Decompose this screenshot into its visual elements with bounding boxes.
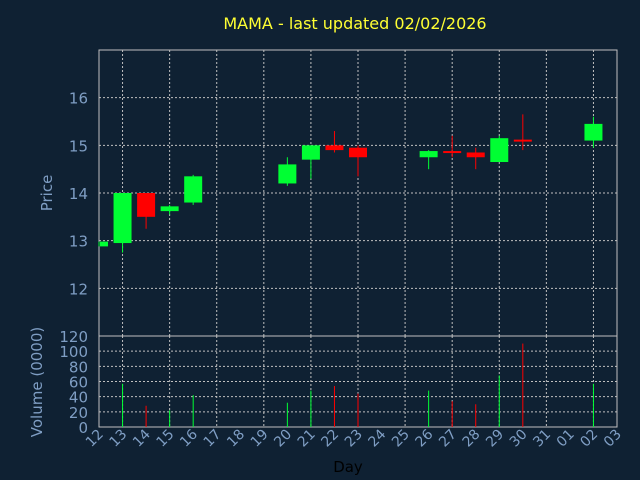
candle-body xyxy=(301,145,320,160)
volume-tick-label: 40 xyxy=(69,389,88,407)
chart-title: MAMA - last updated 02/02/2026 xyxy=(223,14,486,33)
candle-body xyxy=(184,176,203,203)
candle-body xyxy=(466,152,485,158)
candle-body xyxy=(443,151,462,154)
candle-body xyxy=(419,151,438,158)
x-tick-labels: 12 13 14 15 16 17 18 19 20 21 22 23 24 25 26 27 28 29 30 31… xyxy=(83,426,625,450)
volume-tick-label: 80 xyxy=(69,358,88,376)
price-tick-label: 12 xyxy=(69,280,88,298)
candle-body xyxy=(100,241,108,247)
price-tick-labels: 12 13 14 15 16 xyxy=(69,90,88,299)
candles xyxy=(98,114,603,253)
candle-body xyxy=(325,145,344,151)
price-panel: 12 13 14 15 16 xyxy=(69,49,618,337)
volume-tick-label: 0 xyxy=(78,419,88,437)
volume-tick-label: 20 xyxy=(69,404,88,422)
candle-body xyxy=(137,193,156,217)
candle-body xyxy=(278,164,297,184)
price-tick-label: 16 xyxy=(69,90,88,108)
volume-tick-label: 100 xyxy=(59,343,88,361)
candle-body xyxy=(160,206,179,212)
volume-bars xyxy=(122,343,594,427)
candle-body xyxy=(490,138,509,163)
x-axis-label: Day xyxy=(333,458,363,476)
candle-body xyxy=(584,123,603,141)
candle-body xyxy=(513,139,532,142)
price-tick-label: 13 xyxy=(69,233,88,251)
candle-body xyxy=(349,147,367,158)
price-tick-label: 14 xyxy=(69,185,88,203)
price-tick-label: 15 xyxy=(69,137,88,155)
volume-tick-label: 120 xyxy=(59,328,88,346)
candle-body xyxy=(113,193,132,244)
price-axis-label: Price xyxy=(38,175,56,212)
volume-tick-label: 60 xyxy=(69,374,88,392)
volume-axis-label: Volume (0000) xyxy=(28,327,46,437)
